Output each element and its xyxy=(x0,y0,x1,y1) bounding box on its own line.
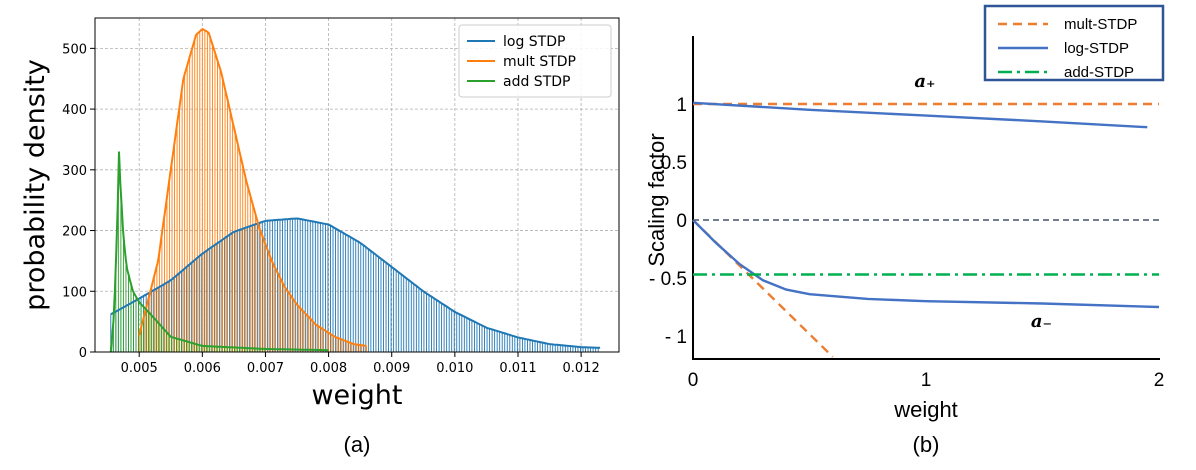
panel-a: 0.005 0.006 0.007 0.008 0.009 0.010 0.011 0.012… xyxy=(20,17,620,457)
y-tick-label: 500 xyxy=(62,42,87,57)
x-tick-label: 0.005 xyxy=(121,361,158,376)
density-line-add-stdp xyxy=(109,151,329,353)
legend-box xyxy=(458,24,612,98)
x-tick-label: 0.007 xyxy=(247,361,284,376)
x-tick-label: 0.006 xyxy=(184,361,221,376)
panel-b-y-ticks: 1 0.5 0 - 0.5 - 1 xyxy=(649,95,687,348)
y-tick-label: 300 xyxy=(62,164,87,179)
legend-label: log-STDP xyxy=(1064,40,1129,57)
panel-a-frame xyxy=(94,17,620,353)
y-tick-label: 400 xyxy=(62,103,87,118)
panel-a-x-ticks: 0.005 0.006 0.007 0.008 0.009 0.010 0.011 0.012 xyxy=(121,352,600,376)
x-tick-label: 1 xyxy=(921,370,932,391)
x-tick-label: 0.011 xyxy=(499,361,536,376)
panel-b-x-ticks: 0 1 2 xyxy=(688,370,1165,391)
curve-log-stdp-3 xyxy=(692,219,1160,309)
panel-a-x-axis-label: weight xyxy=(311,380,402,411)
panel-b-curves xyxy=(692,101,1160,358)
annotation-label: a₋ xyxy=(1031,311,1052,332)
panel-b-x-axis-label: weight xyxy=(893,397,958,422)
y-tick-label: 0 xyxy=(676,211,687,232)
x-tick-label: 0.012 xyxy=(563,361,600,376)
panel-b-legend: mult-STDP log-STDP add-STDP xyxy=(983,4,1165,82)
density-line-log-stdp xyxy=(110,217,601,349)
panel-a-legend: log STDP mult STDP add STDP xyxy=(458,24,612,98)
legend-label: log STDP xyxy=(503,34,565,50)
y-tick-label: 200 xyxy=(62,225,87,240)
y-tick-label: 1 xyxy=(676,95,687,116)
y-tick-label: 0.5 xyxy=(661,153,687,174)
panel-a-y-ticks: 0 100 200 300 400 500 xyxy=(62,42,95,361)
x-tick-label: 0.009 xyxy=(373,361,410,376)
legend-label: add-STDP xyxy=(1064,64,1134,81)
x-tick-label: 0.008 xyxy=(310,361,347,376)
y-tick-label: - 1 xyxy=(665,327,687,348)
panel-b-y-axis-label: Scaling factor xyxy=(644,133,669,266)
panel-b-annotations: a₊ a₋ xyxy=(914,71,1052,332)
annotation-label: a₊ xyxy=(914,71,935,92)
x-tick-label: 0.010 xyxy=(436,361,473,376)
legend-label: add STDP xyxy=(503,74,570,90)
panel-a-caption: (a) xyxy=(344,432,371,457)
curve-log-stdp-2 xyxy=(692,101,1148,129)
histogram-mult-stdp xyxy=(138,28,367,352)
x-tick-label: 2 xyxy=(1154,370,1165,391)
legend-label: mult STDP xyxy=(503,54,576,70)
panel-b-caption: (b) xyxy=(913,432,940,457)
y-tick-label: - 0.5 xyxy=(649,269,687,290)
panel-a-y-axis-label: probability density xyxy=(20,59,51,311)
panel-a-density-lines xyxy=(109,28,601,353)
x-tick-label: 0 xyxy=(688,370,699,391)
legend-box xyxy=(983,4,1165,82)
y-tick-label: 100 xyxy=(62,285,87,300)
density-line-mult-stdp xyxy=(138,28,367,347)
legend-label: mult-STDP xyxy=(1064,16,1137,33)
y-tick-label: 0 xyxy=(79,346,87,361)
